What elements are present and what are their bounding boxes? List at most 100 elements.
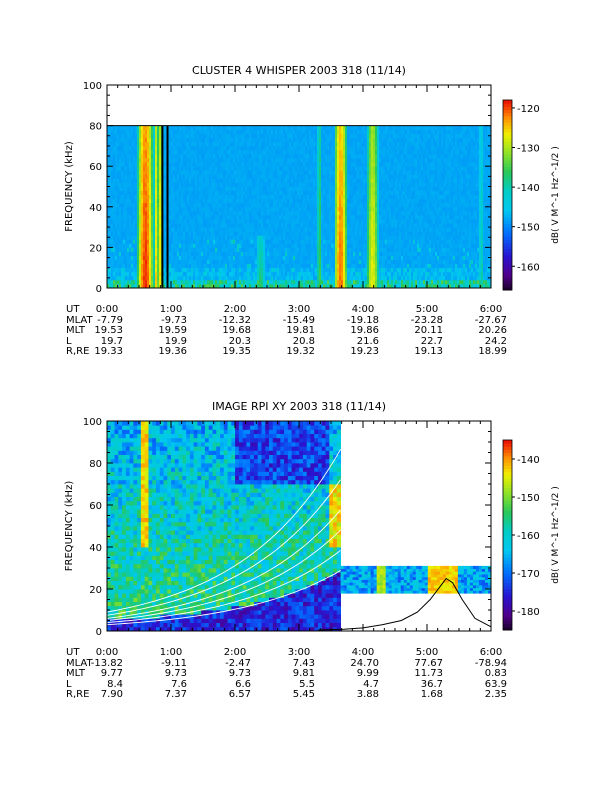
spectrogram-cell bbox=[239, 259, 242, 265]
spectrogram-cell bbox=[353, 275, 356, 281]
spectrogram-cell bbox=[321, 214, 324, 220]
spectrogram-cell bbox=[269, 251, 272, 256]
spectrogram-cell bbox=[147, 271, 150, 277]
spectrogram-cell bbox=[355, 283, 358, 289]
spectrogram-cell bbox=[153, 149, 156, 155]
spectrogram-cell bbox=[151, 271, 154, 277]
spectrogram-cell bbox=[233, 247, 236, 252]
spectrogram-cell bbox=[319, 206, 322, 212]
spectrogram-cell bbox=[155, 186, 158, 191]
spectrogram-cell bbox=[231, 218, 234, 224]
spectrogram-cell bbox=[345, 267, 348, 273]
spectrogram-cell bbox=[201, 149, 204, 155]
spectrogram-cell bbox=[233, 283, 236, 289]
spectrogram-cell bbox=[223, 210, 226, 216]
spectrogram-cell bbox=[313, 178, 316, 183]
spectrogram-cell bbox=[273, 137, 276, 143]
spectrogram-cell bbox=[327, 178, 330, 183]
spectrogram-cell bbox=[207, 227, 210, 232]
spectrogram-cell bbox=[125, 255, 128, 260]
spectrogram-cell bbox=[111, 129, 114, 135]
spectrogram-cell bbox=[257, 182, 260, 187]
spectrogram-cell bbox=[193, 247, 196, 252]
spectrogram-cell bbox=[199, 202, 202, 208]
spectrogram-cell bbox=[355, 158, 358, 163]
spectrogram-cell bbox=[347, 283, 350, 289]
spectrogram-cell bbox=[129, 235, 132, 240]
spectrogram-cell bbox=[107, 149, 110, 155]
spectrogram-cell bbox=[185, 267, 188, 273]
spectrogram-cell bbox=[191, 259, 194, 265]
spectrogram-cell bbox=[327, 218, 330, 224]
spectrogram-cell bbox=[339, 129, 342, 135]
spectrogram-cell bbox=[301, 218, 304, 224]
spectrogram-cell bbox=[117, 174, 120, 179]
spectrogram-cell bbox=[245, 263, 248, 269]
spectrogram-cell bbox=[307, 210, 310, 216]
spectrogram-cell bbox=[259, 186, 262, 191]
spectrogram-cell bbox=[341, 202, 344, 208]
spectrogram-cell bbox=[197, 178, 200, 183]
spectrogram-cell bbox=[149, 166, 152, 171]
spectrogram-cell bbox=[241, 154, 244, 159]
spectrogram-cell bbox=[303, 275, 306, 281]
spectrogram-cell bbox=[257, 223, 260, 228]
spectrogram-cell bbox=[253, 227, 256, 232]
spectrogram-cell bbox=[295, 218, 298, 224]
spectrogram-cell bbox=[347, 141, 350, 147]
spectrogram-cell bbox=[339, 125, 342, 131]
spectrogram-cell bbox=[201, 223, 204, 228]
spectrogram-cell bbox=[155, 227, 158, 232]
spectrogram-cell bbox=[129, 223, 132, 228]
spectrogram-cell bbox=[221, 145, 224, 151]
spectrogram-cell bbox=[317, 243, 320, 248]
spectrogram-cell bbox=[249, 206, 252, 212]
spectrogram-cell bbox=[137, 129, 140, 135]
spectrogram-cell bbox=[173, 206, 176, 212]
spectrogram-cell bbox=[247, 162, 250, 167]
spectrogram-cell bbox=[229, 174, 232, 179]
spectrogram-cell bbox=[343, 166, 346, 171]
spectrogram-cell bbox=[271, 231, 274, 236]
spectrogram-cell bbox=[171, 235, 174, 240]
spectrogram-cell bbox=[257, 251, 260, 256]
spectrogram-cell bbox=[163, 247, 166, 252]
spectrogram-cell bbox=[159, 178, 162, 183]
spectrogram-cell bbox=[157, 158, 160, 163]
spectrogram-cell bbox=[299, 198, 302, 204]
spectrogram-cell bbox=[137, 275, 140, 281]
spectrogram-cell bbox=[181, 263, 184, 269]
spectrogram-cell bbox=[285, 182, 288, 187]
spectrogram-cell bbox=[153, 174, 156, 179]
spectrogram-cell bbox=[281, 267, 284, 273]
spectrogram-cell bbox=[131, 271, 134, 277]
spectrogram-cell bbox=[259, 149, 262, 155]
spectrogram-cell bbox=[297, 145, 300, 151]
spectrogram-cell bbox=[107, 145, 110, 151]
spectrogram-cell bbox=[209, 137, 212, 143]
spectrogram-cell bbox=[151, 255, 154, 260]
spectrogram-cell bbox=[301, 158, 304, 163]
spectrogram-cell bbox=[163, 154, 166, 159]
spectrogram-cell bbox=[269, 247, 272, 252]
spectrogram-cell bbox=[271, 149, 274, 155]
spectrogram-cell bbox=[173, 166, 176, 171]
spectrogram-cell bbox=[339, 170, 342, 175]
spectrogram-cell bbox=[243, 170, 246, 175]
spectrogram-cell bbox=[131, 243, 134, 248]
spectrogram-cell bbox=[135, 235, 138, 240]
spectrogram-cell bbox=[313, 170, 316, 175]
spectrogram-cell bbox=[315, 154, 318, 159]
spectrogram-cell bbox=[209, 206, 212, 212]
spectrogram-cell bbox=[181, 223, 184, 228]
spectrogram-cell bbox=[279, 162, 282, 167]
spectrogram-cell bbox=[251, 158, 254, 163]
spectrogram-cell bbox=[183, 194, 186, 200]
spectrogram-cell bbox=[163, 214, 166, 220]
spectrogram-cell bbox=[207, 214, 210, 220]
spectrogram-cell bbox=[229, 214, 232, 220]
spectrogram-cell bbox=[341, 267, 344, 273]
spectrogram-cell bbox=[349, 162, 352, 167]
spectrogram-cell bbox=[203, 154, 206, 159]
spectrogram-cell bbox=[115, 210, 118, 216]
